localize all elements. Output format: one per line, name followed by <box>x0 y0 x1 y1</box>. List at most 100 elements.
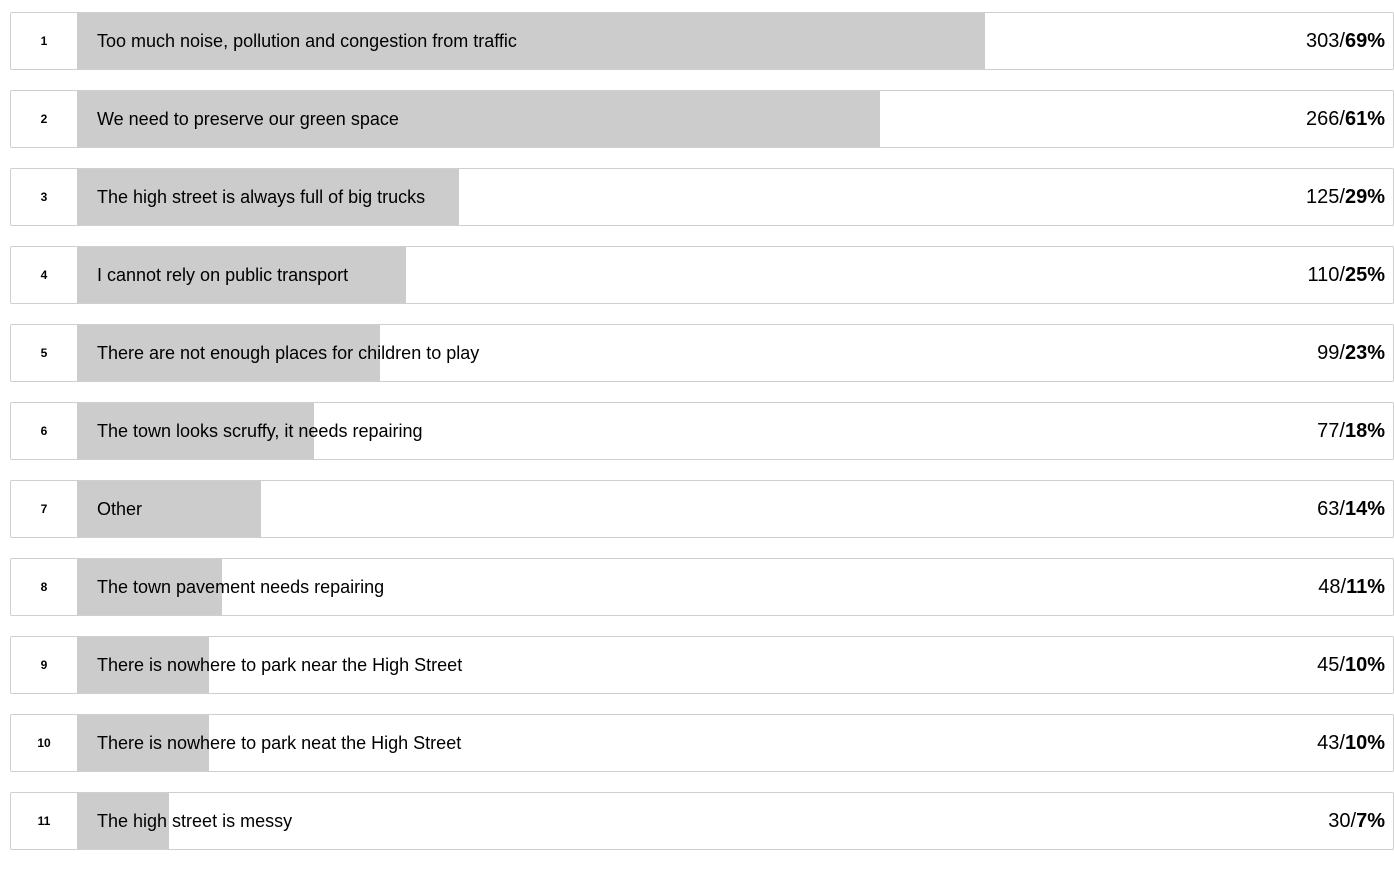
result-stat: 125 / 29% <box>1306 169 1385 225</box>
result-row-10: 10 There is nowhere to park neat the Hig… <box>10 714 1394 772</box>
count-separator: / <box>1339 731 1345 754</box>
response-count: 125 <box>1306 185 1340 208</box>
result-bar-9 <box>77 637 209 693</box>
response-percent: 14% <box>1344 497 1385 520</box>
bar-track: We need to preserve our green space 266 … <box>77 91 1393 147</box>
result-stat: 266 / 61% <box>1306 91 1385 147</box>
result-row-3: 3 The high street is always full of big … <box>10 168 1394 226</box>
rank-number: 7 <box>40 502 48 516</box>
bar-track: The town looks scruffy, it needs repairi… <box>77 403 1393 459</box>
bar-track: There is nowhere to park near the High S… <box>77 637 1393 693</box>
result-bar-2 <box>77 91 880 147</box>
response-count: 266 <box>1306 107 1340 130</box>
response-count: 110 <box>1307 263 1340 286</box>
rank-number: 4 <box>40 268 48 282</box>
rank-number: 5 <box>40 346 48 360</box>
answer-label: Other <box>97 498 143 519</box>
response-percent: 61% <box>1344 107 1385 130</box>
response-percent: 29% <box>1344 185 1385 208</box>
response-percent: 18% <box>1344 419 1385 442</box>
bar-track: Too much noise, pollution and congestion… <box>77 13 1393 69</box>
result-bar-8 <box>77 559 222 615</box>
answer-label: The town pavement needs repairing <box>97 576 385 597</box>
result-row-9: 9 There is nowhere to park near the High… <box>10 636 1394 694</box>
response-percent: 7% <box>1356 809 1385 832</box>
count-separator: / <box>1339 341 1345 364</box>
result-row-6: 6 The town looks scruffy, it needs repai… <box>10 402 1394 460</box>
answer-label: There are not enough places for children… <box>97 342 480 363</box>
count-separator: / <box>1339 107 1345 130</box>
answer-label: I cannot rely on public transport <box>97 264 349 285</box>
bar-track: The high street is always full of big tr… <box>77 169 1393 225</box>
result-stat: 303 / 69% <box>1306 13 1385 69</box>
result-row-5: 5 There are not enough places for childr… <box>10 324 1394 382</box>
result-stat: 45 / 10% <box>1317 637 1385 693</box>
result-stat: 77 / 18% <box>1317 403 1385 459</box>
result-row-1: 1 Too much noise, pollution and congesti… <box>10 12 1394 70</box>
results-chart: 1 Too much noise, pollution and congesti… <box>10 12 1394 870</box>
count-separator: / <box>1339 497 1345 520</box>
response-percent: 69% <box>1344 29 1385 52</box>
bar-track: Other 63 / 14% <box>77 481 1393 537</box>
result-stat: 110 / 25% <box>1308 247 1385 303</box>
answer-label: We need to preserve our green space <box>97 108 399 129</box>
response-percent: 25% <box>1344 263 1385 286</box>
response-percent: 10% <box>1344 653 1385 676</box>
response-percent: 10% <box>1344 731 1385 754</box>
count-separator: / <box>1339 29 1345 52</box>
count-separator: / <box>1350 809 1357 832</box>
bar-track: I cannot rely on public transport 110 / … <box>77 247 1393 303</box>
response-percent: 23% <box>1344 341 1385 364</box>
result-bar-11 <box>77 793 170 849</box>
result-row-7: 7 Other 63 / 14% <box>10 480 1394 538</box>
rank-number: 9 <box>40 658 48 672</box>
count-separator: / <box>1339 419 1345 442</box>
result-stat: 99 / 23% <box>1317 325 1385 381</box>
response-count: 30 <box>1328 809 1351 832</box>
bar-track: The high street is messy 30 / 7% <box>77 793 1393 849</box>
bar-track: There are not enough places for children… <box>77 325 1393 381</box>
result-stat: 43 / 10% <box>1317 715 1385 771</box>
count-separator: / <box>1339 263 1345 286</box>
result-row-8: 8 The town pavement needs repairing 48 /… <box>10 558 1394 616</box>
result-stat: 48 / 11% <box>1318 559 1385 615</box>
result-stat: 30 / 7% <box>1328 793 1385 849</box>
bar-track: The town pavement needs repairing 48 / 1… <box>77 559 1393 615</box>
answer-label: The high street is always full of big tr… <box>97 186 426 207</box>
rank-number: 8 <box>40 580 48 594</box>
rank-number: 2 <box>40 112 48 126</box>
answer-label: Too much noise, pollution and congestion… <box>97 30 517 51</box>
result-bar-3 <box>77 169 459 225</box>
rank-number: 11 <box>37 814 51 828</box>
response-percent: 11% <box>1346 575 1385 598</box>
result-bar-7 <box>77 481 262 537</box>
count-separator: / <box>1339 185 1345 208</box>
answer-label: There is nowhere to park neat the High S… <box>97 732 462 753</box>
result-bar-1 <box>77 13 986 69</box>
rank-number: 1 <box>40 34 48 48</box>
bar-track: There is nowhere to park neat the High S… <box>77 715 1393 771</box>
response-count: 43 <box>1317 731 1340 754</box>
rank-number: 10 <box>37 736 51 750</box>
response-count: 99 <box>1317 341 1340 364</box>
result-row-2: 2 We need to preserve our green space 26… <box>10 90 1394 148</box>
result-bar-10 <box>77 715 209 771</box>
result-stat: 63 / 14% <box>1317 481 1385 537</box>
response-count: 303 <box>1306 29 1340 52</box>
response-count: 48 <box>1318 575 1341 598</box>
response-count: 45 <box>1317 653 1340 676</box>
result-row-4: 4 I cannot rely on public transport 110 … <box>10 246 1394 304</box>
rank-number: 3 <box>40 190 48 204</box>
count-separator: / <box>1340 575 1347 598</box>
rank-number: 6 <box>40 424 48 438</box>
result-row-11: 11 The high street is messy 30 / 7% <box>10 792 1394 850</box>
response-count: 63 <box>1317 497 1340 520</box>
result-bar-6 <box>77 403 314 459</box>
response-count: 77 <box>1317 419 1340 442</box>
result-bar-5 <box>77 325 380 381</box>
result-bar-4 <box>77 247 406 303</box>
answer-label: The town looks scruffy, it needs repairi… <box>97 420 423 441</box>
answer-label: The high street is messy <box>97 810 293 831</box>
count-separator: / <box>1339 653 1345 676</box>
answer-label: There is nowhere to park near the High S… <box>97 654 463 675</box>
